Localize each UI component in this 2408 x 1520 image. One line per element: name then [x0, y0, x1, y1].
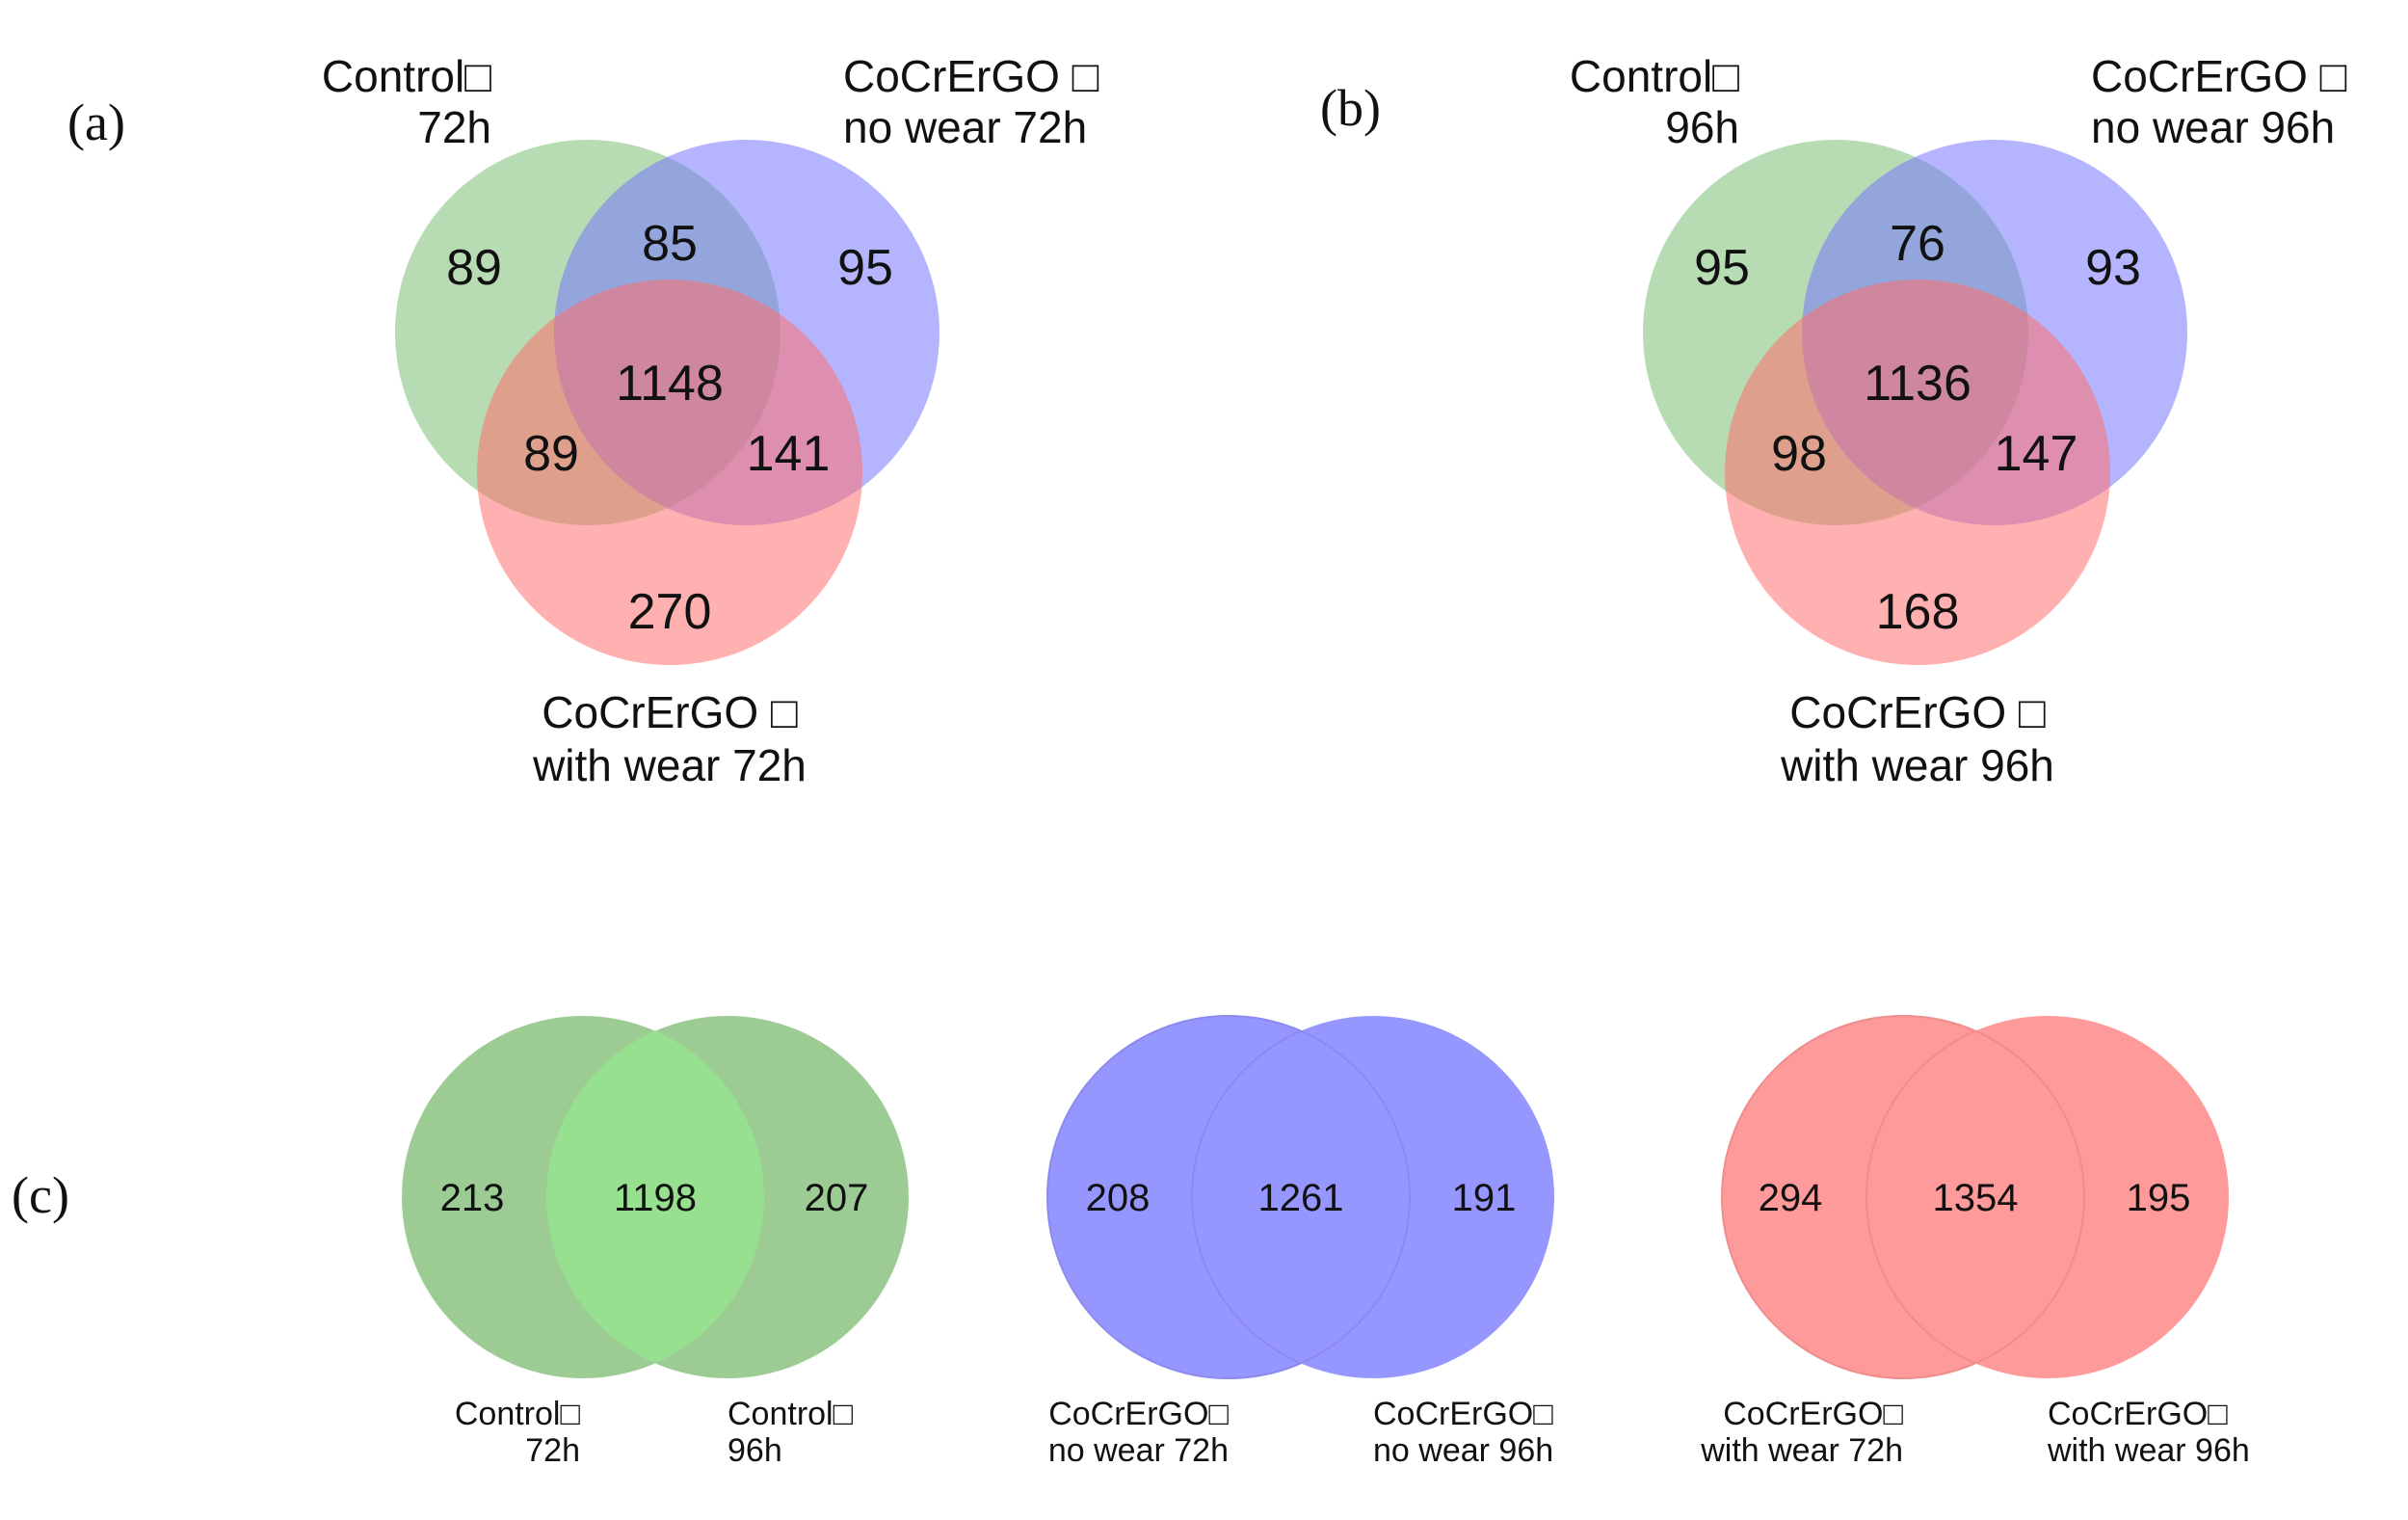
- venn-a-set3-line2: with wear 72h: [532, 740, 807, 790]
- panel-a-label: (a): [67, 93, 125, 151]
- venn-c2-right-count: 191: [1452, 1177, 1517, 1219]
- panel-b-label: (b): [1320, 79, 1381, 137]
- venn-c3-outline-right: [1866, 1016, 2084, 1378]
- venn-b-all-three: 1136: [1864, 356, 1971, 412]
- venn-c1-left-label-line1: Control□: [455, 1396, 581, 1432]
- venn-b-only-control: 95: [1694, 240, 1750, 296]
- venn-c3-outline-left: [1721, 1015, 2085, 1379]
- venn-a-nowear-withwear: 141: [747, 426, 831, 482]
- venn-c3-left-count: 294: [1759, 1177, 1823, 1219]
- venn-a-control-nowear: 85: [642, 216, 698, 272]
- venn-b-nowear-withwear: 147: [1995, 426, 2078, 482]
- venn-c2-right-label-line1: CoCrErGO□: [1373, 1396, 1553, 1432]
- venn-a-only-control: 89: [446, 240, 502, 296]
- venn-b-circle-with-wear: [1725, 280, 2110, 665]
- venn-c3-both-count: 1354: [1933, 1177, 2019, 1219]
- venn-c1-both-count: 1198: [614, 1177, 697, 1219]
- venn-c3-circle-right: [1866, 1016, 2229, 1378]
- venn-c1-left-count: 213: [440, 1177, 505, 1219]
- venn-c1-left-label-line2: 72h: [525, 1432, 580, 1469]
- venn-c1-right-label-line1: Control□: [728, 1396, 854, 1432]
- venn-c3-left-label-line1: CoCrErGO□: [1723, 1396, 1903, 1432]
- venn-c3-left-label-line2: with wear 72h: [1700, 1432, 1903, 1469]
- venn-c1-right-count: 207: [805, 1177, 869, 1219]
- venn-a-only-withwear: 270: [628, 584, 712, 640]
- venn-a: Control□ 72h CoCrErGO □ no wear 72h CoCr…: [322, 51, 1099, 790]
- panel-c-label: (c): [12, 1166, 69, 1224]
- venn-b-control-withwear: 98: [1771, 426, 1827, 482]
- venn-a-set2-line2: no wear 72h: [843, 102, 1087, 152]
- venn-c3-right-label-line1: CoCrErGO□: [2048, 1396, 2228, 1432]
- venn-b-only-nowear: 93: [2085, 240, 2141, 296]
- venn-c2-outline-right: [1191, 1016, 1410, 1378]
- venn-c2-circle-right: [1192, 1016, 1554, 1378]
- venn-b-set1-line2: 96h: [1665, 102, 1739, 152]
- venn-c2-left-label-line2: no wear 72h: [1048, 1432, 1229, 1469]
- venn-c2-left-label-line1: CoCrErGO□: [1048, 1396, 1229, 1432]
- venn-a-circle-with-wear: [477, 280, 862, 665]
- venn-c2-both-count: 1261: [1258, 1177, 1344, 1219]
- venn-c-no-wear: 208 1261 191 CoCrErGO□ no wear 72h CoCrE…: [1046, 1015, 1554, 1469]
- venn-a-set1-line2: 72h: [417, 102, 491, 152]
- venn-a-set3-line1: CoCrErGO □: [542, 687, 798, 737]
- venn-c2-right-label-line2: no wear 96h: [1373, 1432, 1553, 1469]
- venn-b-set2-line2: no wear 96h: [2091, 102, 2335, 152]
- venn-c-with-wear: 294 1354 195 CoCrErGO□ with wear 72h CoC…: [1700, 1015, 2250, 1469]
- venn-b-set2-line1: CoCrErGO □: [2091, 51, 2347, 101]
- venn-c3-right-label-line2: with wear 96h: [2047, 1432, 2250, 1469]
- venn-a-only-nowear: 95: [837, 240, 893, 296]
- venn-a-set1-line1: Control□: [322, 51, 491, 101]
- venn-c2-left-count: 208: [1086, 1177, 1151, 1219]
- venn-c2-outline-left: [1046, 1015, 1411, 1379]
- venn-c-control: 213 1198 207 Control□ 72h Control□ 96h: [402, 1016, 909, 1469]
- venn-b-control-nowear: 76: [1890, 216, 1945, 272]
- venn-c1-overlap: [546, 1016, 764, 1378]
- venn-a-set2-line1: CoCrErGO □: [843, 51, 1099, 101]
- venn-b-set1-line1: Control□: [1570, 51, 1739, 101]
- venn-b-set3-line1: CoCrErGO □: [1789, 687, 2046, 737]
- venn-a-control-withwear: 89: [523, 426, 579, 482]
- venn-b-only-withwear: 168: [1876, 584, 1960, 640]
- venn-c3-right-count: 195: [2127, 1177, 2191, 1219]
- venn-b-set3-line2: with wear 96h: [1780, 740, 2054, 790]
- venn-a-all-three: 1148: [616, 356, 724, 412]
- venn-b: Control□ 96h CoCrErGO □ no wear 96h CoCr…: [1570, 51, 2347, 790]
- venn-c1-right-label-line2: 96h: [728, 1432, 782, 1469]
